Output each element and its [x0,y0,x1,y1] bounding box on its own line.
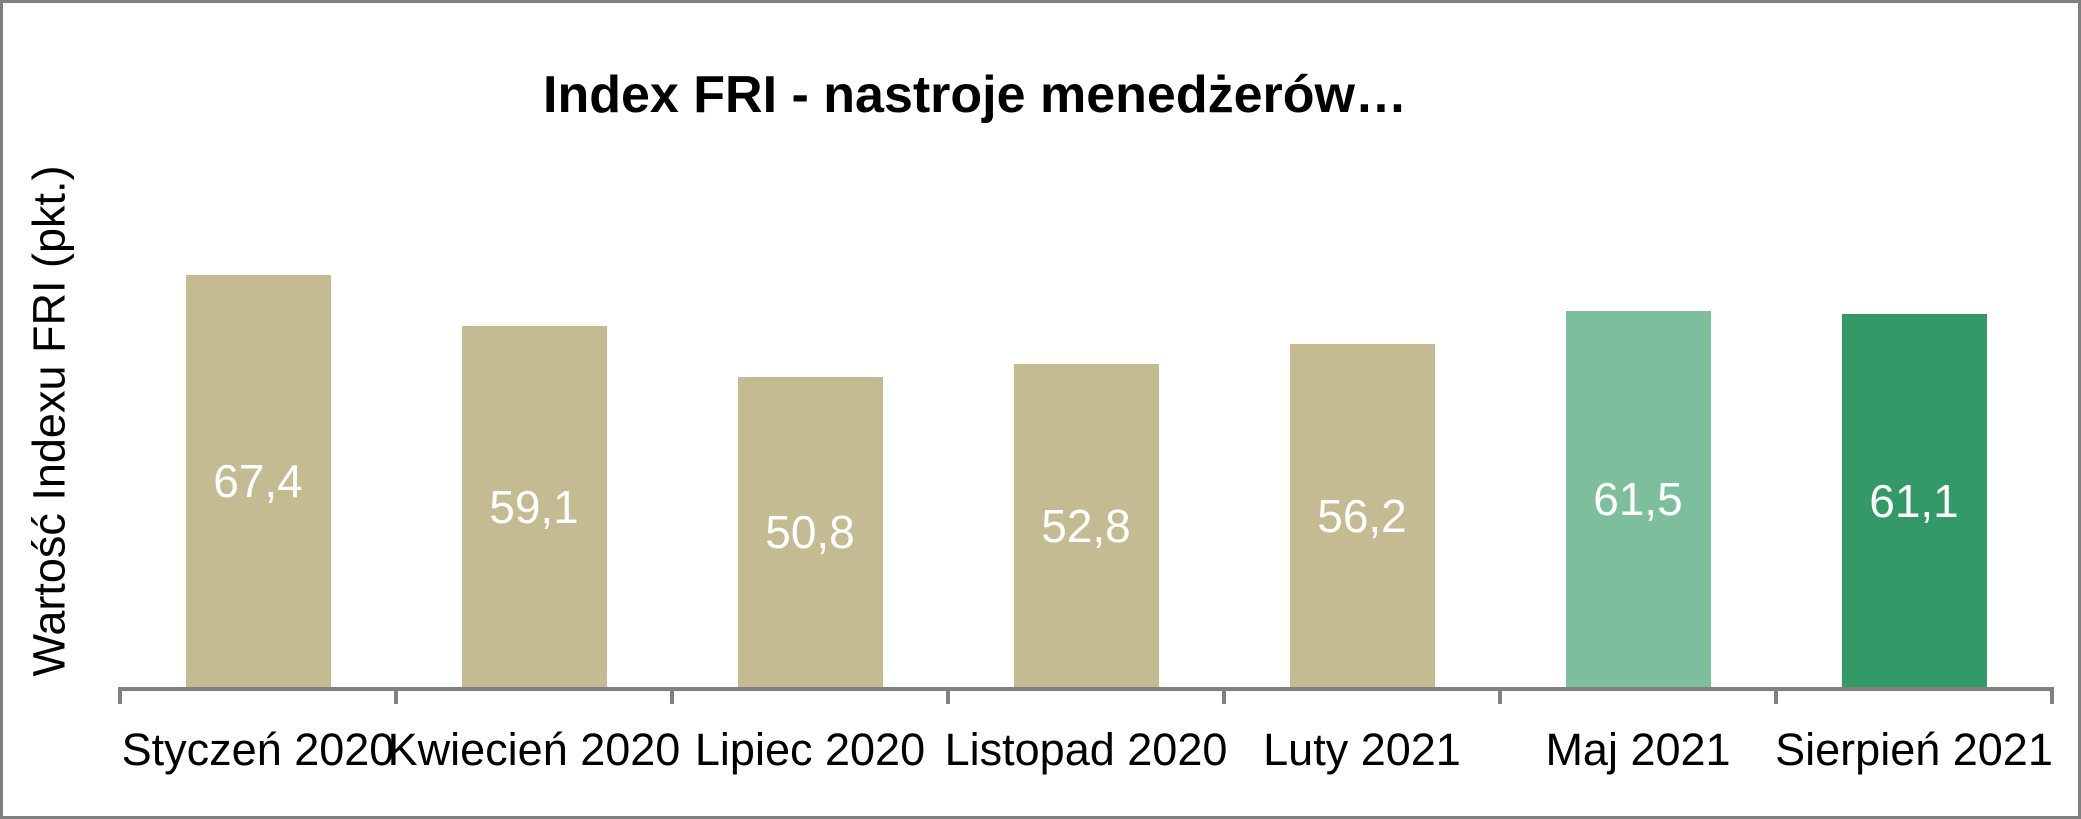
x-axis-tick [1222,687,1226,704]
x-axis-label: Luty 2021 [1263,724,1461,775]
bar: 56,2 [1289,344,1435,687]
bar: 67,4 [185,275,331,687]
x-axis-label: Styczeń 2020 [121,724,395,775]
bar-value-label: 50,8 [765,506,855,558]
x-axis-tick [118,687,122,704]
bar-value-label: 56,2 [1317,489,1407,542]
x-axis-tick [670,687,674,704]
bar: 61,1 [1841,314,1987,687]
bar-value-label: 59,1 [489,480,579,533]
bar-value-label: 61,5 [1593,473,1683,525]
x-axis-tick [946,687,950,704]
chart-title: Index FRI - nastroje menedżerów… [543,66,1407,124]
x-axis-label: Sierpień 2021 [1775,724,2053,775]
x-axis-label: Maj 2021 [1545,724,1731,775]
bar-value-label: 61,1 [1869,474,1959,527]
plot-area: 67,4 Styczeń 2020 59,1 Kwiecień 2020 50,8 Lip… [3,3,2078,816]
x-axis-tick [1774,687,1778,704]
bar-value-label: 67,4 [213,455,303,507]
x-axis-tick [1498,687,1502,704]
bar-value-label: 52,8 [1041,499,1131,552]
x-axis-label: Listopad 2020 [944,724,1228,775]
x-axis-tick [394,687,398,704]
x-axis-label: Kwiecień 2020 [387,724,681,775]
x-axis-line [118,687,2054,691]
bar: 50,8 [737,377,883,687]
x-axis-tick [2050,687,2054,704]
bar: 52,8 [1013,364,1159,687]
bar: 61,5 [1565,311,1711,687]
x-axis-label: Lipiec 2020 [694,724,926,775]
bar: 59,1 [461,326,607,687]
